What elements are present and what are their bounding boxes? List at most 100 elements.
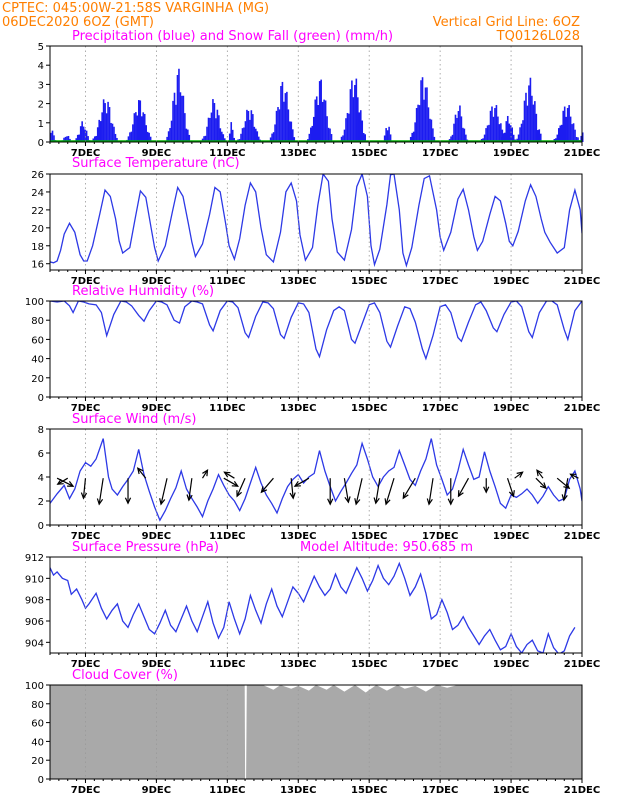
wind-arrow [514, 471, 523, 479]
precip-bar [102, 99, 105, 142]
precip-bar [450, 136, 452, 142]
pressure-altitude-note: Model Altitude: 950.685 m [300, 540, 473, 555]
precip-bar [272, 132, 275, 142]
wind-panel: 7DEC 9DEC 11DEC 13DEC 15DEC 17DEC 19DEC 21DEC 0 2… [38, 425, 601, 542]
precip-bar [188, 134, 191, 142]
precip-bar [351, 80, 353, 142]
precip-bar [240, 133, 242, 142]
precip-bar [274, 124, 276, 142]
precip-bar [87, 136, 89, 142]
precip-bar [502, 133, 505, 142]
precip-bar [569, 116, 572, 142]
precip-bar [146, 131, 149, 142]
precip-bar [212, 99, 214, 142]
temp-y-tick-label: 18 [31, 242, 44, 253]
precip-bar [511, 127, 513, 142]
temp-x-tick-label: 11DEC [209, 276, 245, 287]
precip-bar [64, 136, 67, 142]
cloud-y-tick-label: 20 [31, 756, 44, 767]
wind-arrow [260, 477, 274, 493]
precip-bar [357, 97, 359, 142]
precip-bar [488, 124, 490, 142]
precip-bar [228, 133, 231, 142]
rh-y-tick-label: 0 [38, 393, 44, 404]
wind-arrow-head [384, 498, 391, 506]
precip-bar [327, 127, 330, 142]
precip-y-tick-label: 0 [38, 138, 44, 149]
precip-bar [53, 135, 55, 142]
cloud-y-tick-label: 40 [31, 737, 44, 748]
precip-bar [145, 125, 147, 142]
precip-x-tick-label: 21DEC [564, 148, 600, 159]
precip-bar [178, 68, 180, 142]
precip-bar [312, 116, 315, 142]
temp-y-tick-label: 16 [31, 260, 44, 271]
precip-bar [389, 134, 392, 142]
precip-bar [252, 114, 254, 142]
precip-bar [364, 134, 366, 142]
precip-bar [349, 89, 352, 142]
precip-bar [113, 126, 115, 142]
pressure-x-tick-label: 17DEC [422, 659, 458, 670]
wind-arrow-head [223, 471, 231, 478]
temp-x-tick-label: 9DEC [142, 276, 171, 287]
precip-bar [526, 105, 529, 142]
cloud-y-tick-label: 0 [38, 775, 44, 786]
precip-bar [221, 131, 223, 142]
wind-arrow-head [354, 498, 361, 506]
precip-bar [231, 129, 234, 142]
precip-bar [256, 131, 259, 142]
wind-arrow-head [402, 492, 409, 500]
precip-bar [528, 85, 530, 142]
wind-y-tick-label: 2 [38, 497, 44, 508]
precip-bar [563, 106, 566, 142]
precip-bar [96, 127, 99, 142]
header-grid-line: Vertical Grid Line: 6OZ [433, 15, 580, 30]
wind-arrow-head [457, 490, 464, 498]
precip-bar [176, 75, 179, 142]
rh-x-tick-label: 13DEC [280, 403, 316, 414]
wind-y-tick-label: 6 [38, 449, 44, 460]
precip-bar [277, 107, 279, 142]
cloud-y-tick-label: 60 [31, 719, 44, 730]
wind-arrow-head [293, 480, 301, 487]
precip-bar [463, 128, 466, 142]
precip-bar [243, 127, 245, 142]
precip-bar [361, 120, 364, 142]
precip-bar [167, 131, 170, 142]
precip-bar [565, 116, 567, 142]
temp-y-tick-label: 26 [31, 170, 44, 181]
precip-bar [172, 100, 174, 142]
precip-bar [278, 109, 281, 142]
cloud-title: Cloud Cover (%) [72, 668, 178, 683]
wind-y-tick-label: 4 [38, 473, 44, 484]
precip-bar [529, 77, 532, 142]
precip-bar [534, 101, 536, 142]
precip-bar [284, 93, 287, 142]
precip-bar [269, 137, 272, 142]
precip-bar [556, 134, 559, 142]
precip-bar [66, 136, 68, 142]
precip-bar [209, 117, 211, 142]
wind-arrow-head [56, 478, 64, 485]
rh-title: Relative Humidity (%) [72, 284, 214, 299]
precip-bar [149, 136, 152, 142]
wind-x-tick-label: 11DEC [209, 531, 245, 542]
precip-bar [111, 123, 114, 142]
pressure-x-tick-label: 19DEC [493, 659, 529, 670]
pressure-x-tick-label: 15DEC [351, 659, 387, 670]
precip-bar [388, 126, 390, 142]
precip-bar [290, 121, 293, 142]
precip-bar [283, 101, 285, 142]
precip-bar [281, 81, 284, 142]
precip-bar [358, 112, 361, 142]
precip-bar [465, 134, 467, 142]
wind-arrow [223, 477, 239, 487]
pressure-x-tick-label: 7DEC [71, 659, 100, 670]
precip-bar [415, 108, 418, 142]
cloud-x-tick-label: 7DEC [71, 785, 100, 796]
precip-bar [566, 107, 569, 142]
precip-bar [218, 115, 220, 142]
precip-bar [352, 97, 355, 142]
